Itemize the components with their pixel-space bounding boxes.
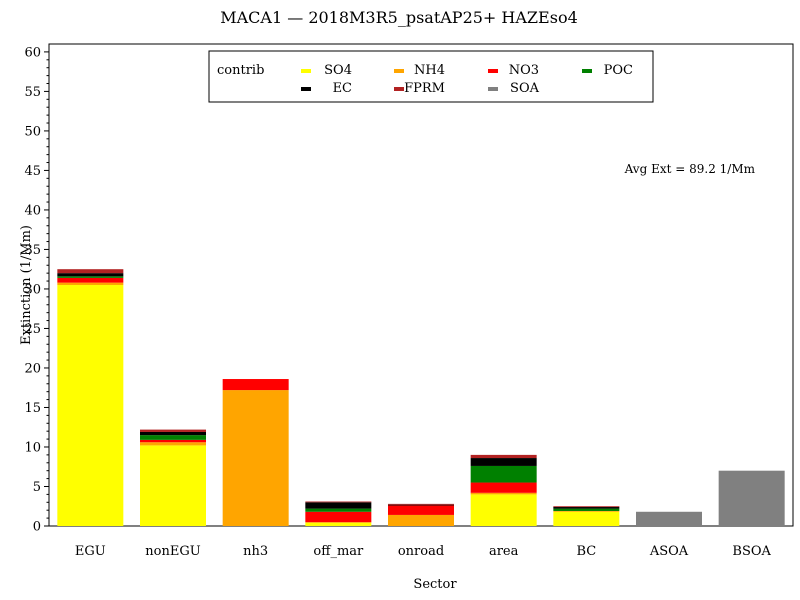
bar-segment-nh3-nh4 bbox=[222, 390, 289, 526]
legend-label-soa: SOA bbox=[510, 81, 540, 96]
y-tick-label: 5 bbox=[33, 480, 41, 495]
legend-label-poc: POC bbox=[604, 63, 633, 78]
y-tick-label: 40 bbox=[24, 203, 41, 218]
legend-label-nh4: NH4 bbox=[414, 63, 445, 78]
y-axis-label: Extinction (1/Mm) bbox=[19, 225, 34, 345]
y-tick-label: 25 bbox=[24, 322, 41, 337]
legend-items: SO4 NH4 NO3 POC EC FPRM SOA bbox=[301, 63, 633, 96]
x-tick-label: ASOA bbox=[649, 544, 689, 559]
bar-segment-bsoa-soa bbox=[718, 470, 785, 526]
x-tick-label: nonEGU bbox=[145, 544, 200, 559]
x-tick-label: nh3 bbox=[243, 544, 268, 559]
legend-swatch-fprm bbox=[394, 87, 404, 91]
bar-segment-bc-so4 bbox=[553, 511, 620, 526]
legend-label-so4: SO4 bbox=[324, 63, 352, 78]
x-tick-label: area bbox=[489, 544, 519, 559]
y-tick-label: 0 bbox=[33, 520, 41, 535]
x-tick-label: onroad bbox=[398, 544, 444, 559]
bars-group bbox=[57, 269, 785, 526]
bar-segment-onroad-fprm bbox=[388, 503, 454, 505]
bar-segment-off_mar-so4 bbox=[305, 522, 372, 526]
y-tick-label: 55 bbox=[24, 85, 41, 100]
bar-segment-area-poc bbox=[470, 465, 537, 483]
bar-segment-onroad-nh4 bbox=[388, 514, 454, 526]
y-axis: 0 5 10 15 20 25 30 35 40 45 50 55 60 bbox=[24, 45, 49, 535]
y-tick-label: 30 bbox=[24, 282, 41, 297]
bar-segment-off_mar-ec bbox=[305, 502, 372, 509]
legend-swatch-ec bbox=[301, 87, 311, 91]
legend: contrib SO4 NH4 NO3 POC EC FPRM SOA bbox=[208, 50, 654, 103]
bar-segment-nonegu-ec bbox=[140, 431, 206, 436]
y-tick-label: 50 bbox=[24, 124, 41, 139]
x-axis-label: Sector bbox=[413, 577, 457, 592]
bar-segment-off_mar-no3 bbox=[305, 511, 372, 523]
bar-segment-area-so4 bbox=[470, 494, 537, 526]
x-tick-label: BC bbox=[576, 544, 596, 559]
bar-segment-bc-poc bbox=[553, 508, 620, 511]
x-tick-label: BSOA bbox=[732, 544, 771, 559]
bar-segment-egu-so4 bbox=[57, 285, 124, 526]
legend-swatch-soa bbox=[488, 87, 498, 91]
bar-segment-bc-ec bbox=[553, 507, 620, 509]
legend-title: contrib bbox=[217, 63, 264, 78]
bar-segment-asoa-soa bbox=[636, 511, 702, 526]
y-tick-label: 10 bbox=[24, 440, 41, 455]
x-axis: EGU nonEGU nh3 off_mar onroad area BC ASOA BSOA bbox=[75, 544, 772, 559]
bar-segment-area-nh4 bbox=[470, 492, 537, 495]
legend-label-no3: NO3 bbox=[509, 63, 539, 78]
bar-segment-egu-fprm bbox=[57, 269, 124, 274]
x-tick-label: EGU bbox=[75, 544, 106, 559]
legend-swatch-so4 bbox=[301, 69, 311, 73]
chart-title: MACA1 — 2018M3R5_psatAP25+ HAZEso4 bbox=[220, 8, 578, 27]
bar-segment-area-fprm bbox=[470, 454, 537, 459]
bar-segment-egu-ec bbox=[57, 273, 124, 277]
bar-segment-nh3-no3 bbox=[222, 379, 289, 391]
bar-segment-egu-poc bbox=[57, 276, 124, 278]
bar-segment-nonegu-so4 bbox=[140, 445, 206, 526]
y-tick-label: 60 bbox=[24, 45, 41, 60]
bar-segment-off_mar-fprm bbox=[305, 501, 372, 503]
legend-frame bbox=[208, 50, 654, 103]
bar-segment-nonegu-fprm bbox=[140, 429, 206, 432]
y-tick-label: 15 bbox=[24, 401, 41, 416]
legend-swatch-no3 bbox=[488, 69, 498, 73]
bar-segment-egu-no3 bbox=[57, 277, 124, 283]
y-tick-label: 20 bbox=[24, 361, 41, 376]
legend-label-fprm: FPRM bbox=[404, 81, 445, 96]
bar-segment-area-no3 bbox=[470, 482, 537, 493]
bar-segment-off_mar-nh4 bbox=[305, 522, 372, 523]
bar-segment-off_mar-poc bbox=[305, 508, 372, 512]
y-tick-label: 35 bbox=[24, 243, 41, 258]
bar-segment-egu-nh4 bbox=[57, 282, 124, 285]
bar-segment-nonegu-poc bbox=[140, 435, 206, 440]
bar-segment-nonegu-nh4 bbox=[140, 442, 206, 446]
bar-segment-area-ec bbox=[470, 458, 537, 466]
bar-segment-onroad-ec bbox=[388, 504, 454, 506]
bar-segment-onroad-no3 bbox=[388, 505, 454, 515]
y-tick-label: 45 bbox=[24, 164, 41, 179]
legend-label-ec: EC bbox=[333, 81, 352, 96]
bar-segment-nonegu-no3 bbox=[140, 439, 206, 443]
legend-swatch-poc bbox=[582, 69, 592, 73]
legend-swatch-nh4 bbox=[394, 69, 404, 73]
x-tick-label: off_mar bbox=[313, 544, 364, 559]
avg-ext-annotation: Avg Ext = 89.2 1/Mm bbox=[624, 162, 756, 176]
bar-segment-bc-fprm bbox=[553, 506, 620, 508]
bar-segment-bc-nh4 bbox=[553, 510, 620, 512]
